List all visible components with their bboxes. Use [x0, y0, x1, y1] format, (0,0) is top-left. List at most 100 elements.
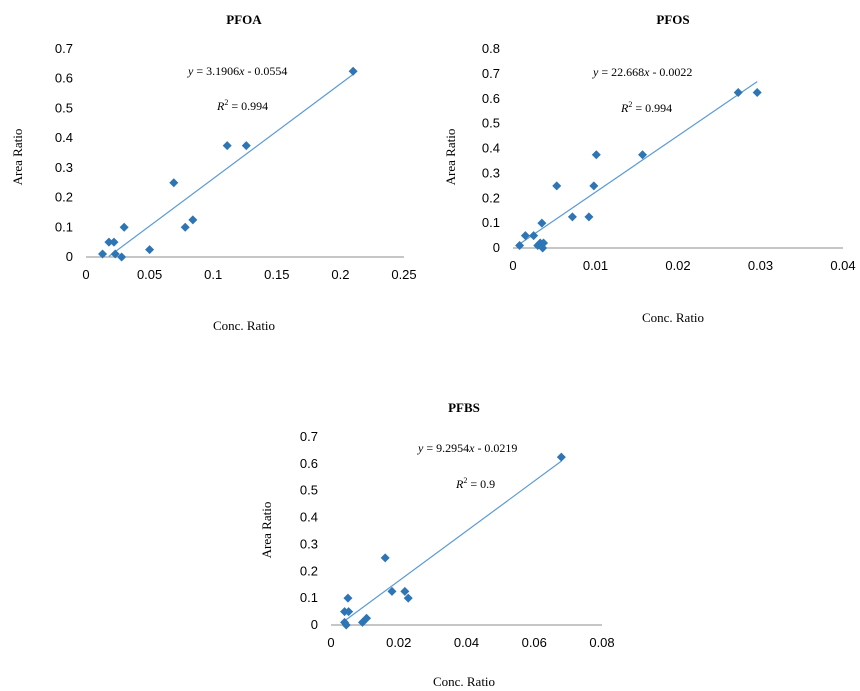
y-tick-label: 0.6	[482, 91, 500, 106]
data-point	[567, 212, 577, 222]
x-tick-label: 0.02	[665, 258, 690, 273]
y-tick-label: 0	[493, 240, 500, 255]
data-point	[117, 252, 127, 262]
y-tick-label: 0.2	[482, 190, 500, 205]
y-tick-label: 0.4	[300, 510, 318, 525]
data-points	[340, 452, 566, 630]
chart-pfbs: PFBS Area Ratio Conc. Ratio 0 0.1 0.2 0.3 0.…	[259, 400, 615, 689]
x-tick-label: 0.08	[589, 635, 614, 650]
data-point	[387, 586, 397, 596]
y-tick-labels: 0 0.1 0.2 0.3 0.4 0.5 0.6 0.7	[300, 429, 318, 632]
data-point	[362, 613, 372, 623]
data-point	[589, 181, 599, 191]
r-squared-label: R2 = 0.994	[620, 100, 672, 115]
data-point	[539, 238, 549, 248]
y-tick-label: 0.1	[300, 590, 318, 605]
data-point	[180, 222, 190, 232]
x-tick-label: 0	[327, 635, 334, 650]
x-tick-labels: 0 0.01 0.02 0.03 0.04	[509, 258, 855, 273]
y-tick-label: 0.2	[55, 190, 73, 205]
x-tick-label: 0	[82, 267, 89, 282]
y-tick-label: 0.1	[482, 215, 500, 230]
x-tick-label: 0.2	[331, 267, 349, 282]
trendline-path	[517, 81, 758, 246]
data-point	[241, 141, 251, 151]
data-point	[110, 249, 120, 259]
y-tick-label: 0.3	[300, 536, 318, 551]
y-tick-label: 0.8	[482, 41, 500, 56]
x-tick-label: 0	[509, 258, 516, 273]
data-point	[638, 150, 648, 160]
data-point	[552, 181, 562, 191]
data-point	[400, 586, 410, 596]
x-tick-labels: 0 0.05 0.1 0.15 0.2 0.25	[82, 267, 416, 282]
chart-title: PFOA	[226, 12, 262, 27]
data-point	[520, 231, 530, 241]
trendline-path	[108, 73, 354, 257]
data-point	[188, 215, 198, 225]
data-point	[584, 212, 594, 222]
x-tick-label: 0.02	[386, 635, 411, 650]
r-squared-label: R2 = 0.994	[216, 98, 268, 113]
data-point	[537, 218, 547, 228]
trendline	[344, 460, 562, 622]
y-tick-label: 0.1	[55, 219, 73, 234]
y-axis-label: Area Ratio	[443, 129, 458, 186]
data-point	[380, 553, 390, 563]
x-tick-label: 0.06	[522, 635, 547, 650]
data-points	[515, 88, 762, 253]
data-points	[98, 66, 358, 262]
y-tick-labels: 0 0.1 0.2 0.3 0.4 0.5 0.6 0.7	[55, 41, 73, 264]
x-tick-label: 0.01	[583, 258, 608, 273]
trendline	[108, 73, 354, 257]
chart-title: PFBS	[448, 400, 480, 415]
trendline-equation: y = 3.1906x - 0.0554	[187, 64, 287, 78]
y-tick-label: 0.3	[55, 160, 73, 175]
data-point	[222, 141, 232, 151]
y-tick-label: 0.4	[55, 130, 73, 145]
y-tick-label: 0.3	[482, 165, 500, 180]
y-tick-label: 0	[66, 249, 73, 264]
x-tick-label: 0.1	[204, 267, 222, 282]
trendline-path	[344, 460, 562, 622]
y-tick-label: 0	[311, 617, 318, 632]
y-axis-label: Area Ratio	[259, 502, 274, 559]
x-tick-labels: 0 0.02 0.04 0.06 0.08	[327, 635, 614, 650]
y-tick-label: 0.5	[300, 483, 318, 498]
data-point	[98, 249, 108, 259]
x-axis-label: Conc. Ratio	[433, 674, 495, 689]
data-point	[343, 593, 353, 603]
y-tick-label: 0.6	[300, 456, 318, 471]
x-axis-label: Conc. Ratio	[213, 318, 275, 333]
data-point	[752, 88, 762, 98]
y-tick-label: 0.7	[482, 66, 500, 81]
x-tick-label: 0.15	[264, 267, 289, 282]
data-point	[109, 237, 119, 247]
x-axis-label: Conc. Ratio	[642, 310, 704, 325]
data-point	[341, 620, 351, 630]
chart-title: PFOS	[656, 12, 689, 27]
x-tick-label: 0.25	[391, 267, 416, 282]
x-tick-label: 0.05	[137, 267, 162, 282]
data-point	[403, 593, 413, 603]
x-tick-label: 0.04	[454, 635, 479, 650]
r-squared-label: R2 = 0.9	[455, 476, 495, 491]
data-point	[104, 237, 114, 247]
y-tick-label: 0.5	[55, 100, 73, 115]
trendline	[517, 81, 758, 246]
chart-pfos: PFOS Area Ratio Conc. Ratio 0 0.1 0.2 0.3 0.…	[443, 12, 856, 325]
data-point	[169, 178, 179, 188]
y-tick-label: 0.7	[300, 429, 318, 444]
y-tick-label: 0.7	[55, 41, 73, 56]
data-point	[145, 245, 155, 255]
x-tick-label: 0.03	[748, 258, 773, 273]
y-tick-labels: 0 0.1 0.2 0.3 0.4 0.5 0.6 0.7 0.8	[482, 41, 500, 255]
data-point	[733, 88, 743, 98]
data-point	[344, 607, 354, 617]
trendline-equation: y = 9.2954x - 0.0219	[417, 441, 517, 455]
y-tick-label: 0.4	[482, 141, 500, 156]
data-point	[556, 452, 566, 462]
data-point	[348, 66, 358, 76]
data-point	[119, 222, 129, 232]
